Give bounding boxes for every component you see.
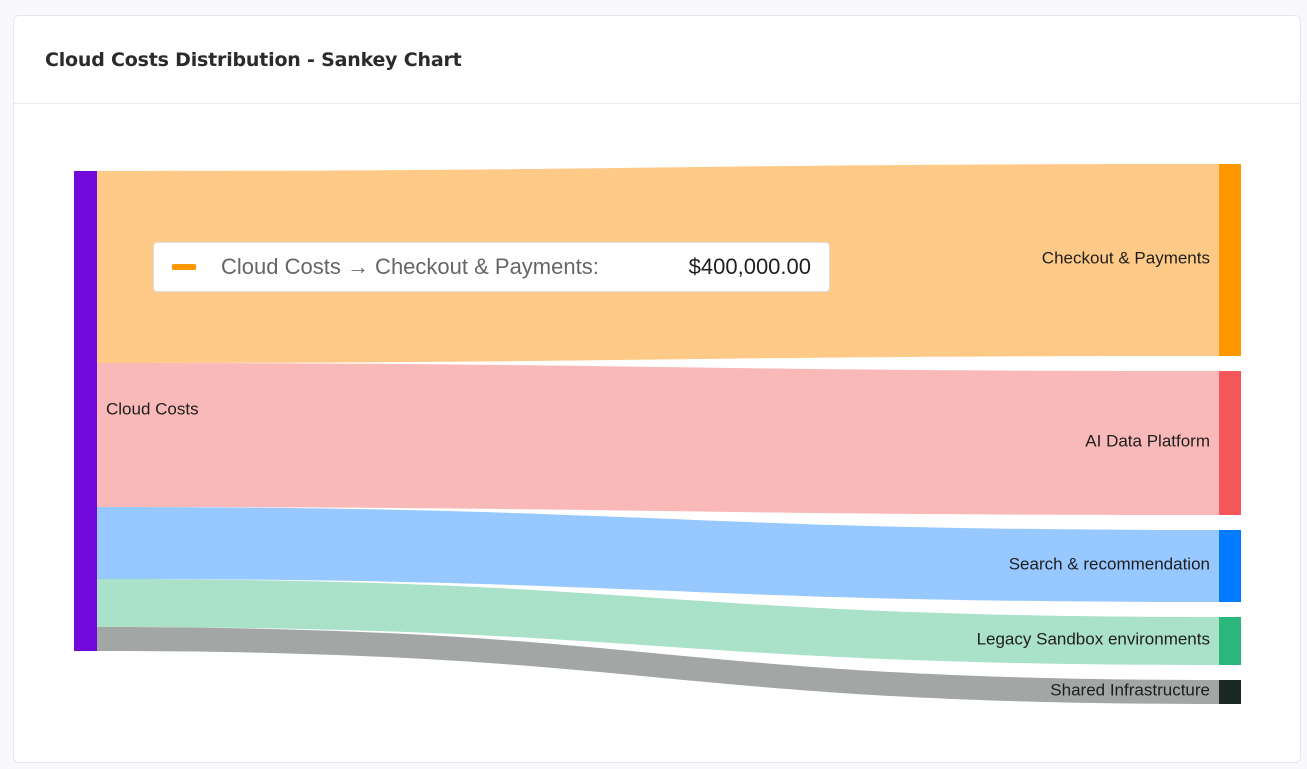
node-legacy-sandbox-environments[interactable] (1219, 617, 1241, 665)
node-cloud-costs[interactable] (74, 171, 97, 651)
page-title: Cloud Costs Distribution - Sankey Chart (45, 48, 462, 71)
node-label-ai-data-platform: AI Data Platform (1085, 431, 1210, 450)
node-ai-data-platform[interactable] (1219, 371, 1241, 515)
chart-tooltip: Cloud Costs → Checkout & Payments: $400,… (153, 242, 830, 292)
card-header: Cloud Costs Distribution - Sankey Chart (14, 16, 1300, 104)
node-shared-infrastructure[interactable] (1219, 680, 1241, 704)
node-checkout-payments[interactable] (1219, 164, 1241, 356)
node-label-cloud-costs: Cloud Costs (106, 399, 199, 418)
link-legacy-sandbox-environments[interactable] (97, 579, 1219, 665)
node-label-shared-infrastructure: Shared Infrastructure (1050, 680, 1210, 699)
node-search-recommendation[interactable] (1219, 530, 1241, 602)
node-label-legacy-sandbox-environments: Legacy Sandbox environments (977, 629, 1210, 648)
node-label-search-recommendation: Search & recommendation (1009, 554, 1210, 573)
tooltip-color-swatch (172, 264, 196, 270)
link-shared-infrastructure[interactable] (97, 627, 1219, 704)
link-search-recommendation[interactable] (97, 507, 1219, 602)
node-label-checkout-payments: Checkout & Payments (1042, 248, 1210, 267)
link-ai-data-platform[interactable] (97, 363, 1219, 515)
tooltip-value: $400,000.00 (688, 254, 811, 279)
tooltip-label: Cloud Costs → Checkout & Payments: (221, 254, 599, 279)
